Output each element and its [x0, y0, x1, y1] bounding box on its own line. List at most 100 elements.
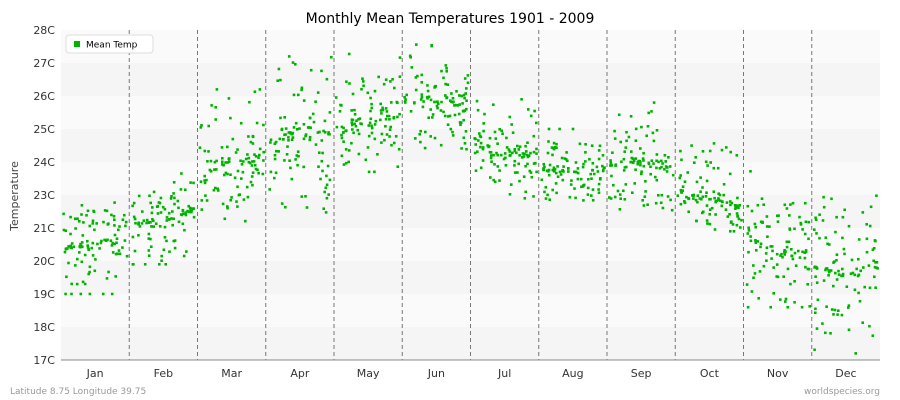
data-point [350, 141, 353, 145]
data-point [171, 223, 174, 227]
data-point [302, 123, 306, 126]
data-point [815, 266, 818, 269]
data-point [857, 238, 861, 241]
data-point [800, 305, 804, 309]
data-point [110, 292, 114, 296]
data-point [560, 156, 564, 160]
data-point [613, 129, 616, 133]
data-point [495, 151, 498, 155]
data-point [226, 205, 229, 208]
data-point [182, 212, 185, 215]
data-point [380, 141, 383, 144]
data-point [862, 266, 865, 269]
data-point [277, 67, 281, 71]
data-point [254, 155, 258, 158]
data-point [163, 236, 167, 239]
data-point [492, 103, 495, 106]
data-point [347, 149, 351, 152]
data-point [555, 191, 558, 195]
data-point [561, 169, 564, 173]
data-point [827, 269, 830, 272]
data-point [420, 81, 423, 84]
data-point [753, 222, 757, 226]
data-point [251, 134, 255, 138]
data-point [692, 194, 695, 198]
data-point [552, 169, 556, 173]
data-point [91, 254, 95, 257]
data-point [111, 251, 115, 254]
data-point [328, 178, 332, 182]
data-point [442, 76, 445, 80]
data-point [807, 237, 810, 241]
data-point [529, 114, 533, 118]
data-point [835, 278, 839, 281]
data-point [226, 172, 229, 176]
data-point [814, 311, 817, 315]
data-point [655, 166, 658, 170]
data-point [224, 161, 227, 164]
data-point [646, 203, 649, 206]
data-point [801, 228, 804, 231]
legend: Mean Temp [65, 34, 154, 54]
data-point [123, 213, 126, 217]
data-point [562, 165, 565, 168]
data-point [150, 211, 154, 215]
data-point [184, 213, 188, 217]
data-point [738, 204, 741, 207]
data-point [249, 140, 253, 144]
data-point [156, 212, 160, 215]
data-point [110, 244, 114, 247]
data-point [624, 146, 628, 149]
data-point [192, 181, 195, 185]
data-point [581, 165, 585, 169]
data-point [827, 274, 830, 277]
data-point [306, 126, 310, 129]
data-point [728, 213, 731, 216]
data-point [861, 211, 865, 214]
data-point [433, 86, 436, 89]
data-point [482, 129, 485, 133]
data-point [640, 170, 643, 173]
data-point [334, 96, 338, 99]
data-point [416, 74, 419, 78]
data-point [74, 227, 77, 230]
data-point [373, 123, 377, 126]
data-point [520, 98, 523, 101]
data-point [352, 131, 355, 135]
data-point [394, 135, 398, 138]
data-point [370, 131, 374, 135]
data-point [421, 105, 425, 109]
data-point [81, 280, 85, 284]
data-point [76, 257, 79, 261]
data-point [754, 241, 758, 244]
data-point [498, 179, 501, 182]
data-point [543, 190, 546, 194]
data-point [163, 207, 167, 211]
data-point [729, 203, 732, 207]
data-point [758, 270, 762, 273]
data-point [875, 194, 878, 197]
data-point [69, 232, 72, 236]
data-point [205, 178, 208, 182]
data-point [705, 179, 709, 183]
data-point [88, 265, 92, 269]
data-point [227, 160, 231, 163]
data-point [690, 144, 693, 147]
data-point [602, 168, 605, 172]
data-point [712, 190, 716, 193]
data-point [564, 158, 568, 161]
data-point [701, 150, 705, 153]
data-point [657, 160, 660, 164]
data-point [327, 132, 330, 136]
data-point [582, 184, 585, 187]
data-point [798, 215, 801, 219]
data-point [542, 168, 545, 172]
data-point [783, 253, 786, 256]
data-point [708, 222, 712, 226]
data-point [511, 151, 514, 155]
data-point [291, 136, 295, 139]
data-point [294, 158, 297, 161]
data-point [597, 157, 601, 161]
data-point [451, 101, 455, 104]
data-point [283, 116, 286, 119]
